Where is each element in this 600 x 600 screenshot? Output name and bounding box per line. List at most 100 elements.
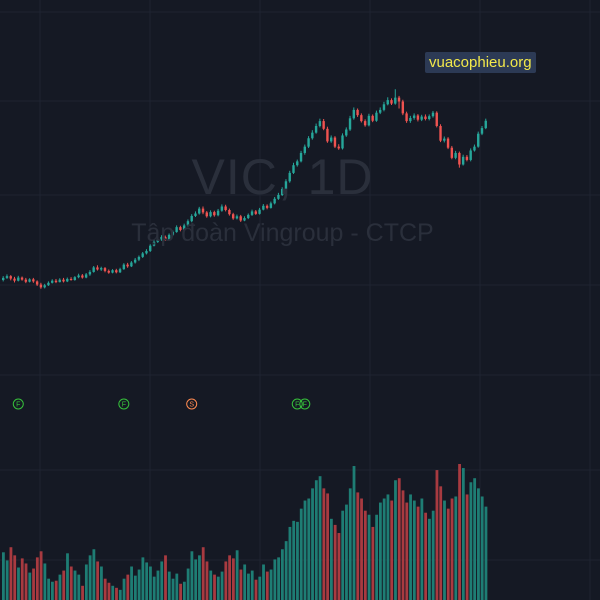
candle-body (303, 146, 306, 153)
volume-bar (198, 555, 201, 600)
event-marker-circle (118, 398, 130, 410)
candle-body (201, 208, 205, 213)
price-candles (2, 89, 487, 289)
candle-body (265, 205, 269, 208)
candle-body (326, 128, 329, 142)
volume-bar (367, 514, 371, 600)
volume-bar (28, 572, 32, 600)
candle-body (371, 115, 374, 121)
volume-bar (118, 589, 122, 600)
candle-body (262, 205, 265, 210)
candle-body (228, 210, 231, 215)
candle-body (461, 156, 465, 165)
volume-bar (88, 555, 92, 600)
candle-body (322, 121, 325, 129)
volume-bar (314, 480, 318, 600)
candle-body (190, 215, 193, 222)
candle-body (235, 216, 239, 219)
event-marker-label: F (16, 402, 20, 409)
event-marker-circle (291, 398, 303, 410)
volume-bar (141, 557, 145, 600)
candle-body (352, 109, 356, 119)
volume-bar (390, 500, 394, 600)
candle-body (473, 146, 476, 151)
candle-body (439, 126, 442, 141)
volume-bar (307, 498, 311, 600)
volume-bar (228, 555, 231, 600)
volume-bar (458, 464, 461, 600)
volume-bar (435, 470, 439, 600)
volume-bar (318, 476, 322, 600)
volume-bar (224, 561, 228, 600)
volume-bar (133, 575, 137, 600)
candle-body (220, 206, 224, 211)
candle-body (446, 138, 450, 148)
volume-bar (348, 488, 352, 600)
volume-bar (81, 585, 84, 600)
candle-body (205, 212, 208, 217)
volume-bar (386, 494, 390, 600)
volume-bar (341, 510, 345, 600)
candle-body (35, 281, 39, 285)
candle-body (111, 270, 114, 273)
volume-bars (2, 464, 488, 600)
volume-bar (58, 574, 62, 600)
candle-body (390, 100, 393, 104)
candle-body (224, 206, 227, 210)
candle-body (77, 275, 80, 278)
candle-body (375, 112, 378, 121)
volume-bar (337, 533, 341, 600)
candle-body (292, 165, 295, 173)
candle-body (149, 245, 152, 251)
volume-bar (171, 578, 175, 600)
candle-body (92, 267, 95, 272)
candle-body (454, 152, 457, 158)
brand-label[interactable]: vuacophieu.org (425, 52, 536, 73)
candle-body (405, 113, 408, 122)
candle-body (118, 269, 122, 273)
volume-bar (473, 478, 477, 600)
volume-bar (66, 553, 69, 600)
event-marker-label: F (295, 402, 299, 409)
candle-body (348, 118, 352, 130)
candle-body (62, 279, 65, 282)
candle-body (318, 121, 322, 126)
volume-bar (329, 518, 333, 600)
volume-bar (269, 569, 273, 600)
volume-bar (469, 482, 473, 600)
candle-body (179, 227, 182, 230)
candle-body (167, 234, 171, 240)
volume-bar (333, 524, 337, 600)
candle-body (416, 115, 420, 120)
volume-bar (446, 508, 450, 600)
volume-bar (24, 563, 28, 600)
volume-bar (363, 510, 367, 600)
volume-bar (284, 541, 288, 600)
candle-body (428, 116, 431, 119)
volume-bar (379, 502, 382, 600)
candle-body (103, 268, 107, 271)
candle-body (311, 132, 314, 139)
candle-body (156, 239, 159, 242)
volume-bar (231, 558, 235, 600)
volume-bar (39, 551, 43, 600)
candle-body (141, 253, 144, 257)
candle-body (194, 213, 197, 216)
candle-body (171, 232, 175, 235)
candle-body (296, 161, 299, 166)
volume-bar (326, 493, 330, 600)
volume-bar (277, 557, 281, 600)
candle-body (9, 276, 12, 279)
volume-bar (401, 490, 405, 600)
candle-body (182, 225, 186, 230)
candle-body (122, 264, 126, 270)
volume-bar (100, 566, 103, 600)
volume-bar (186, 568, 190, 600)
volume-bar (179, 583, 182, 600)
volume-bar (360, 498, 363, 600)
volume-bar (126, 574, 130, 600)
candle-body (284, 181, 288, 189)
candle-body (32, 279, 35, 282)
